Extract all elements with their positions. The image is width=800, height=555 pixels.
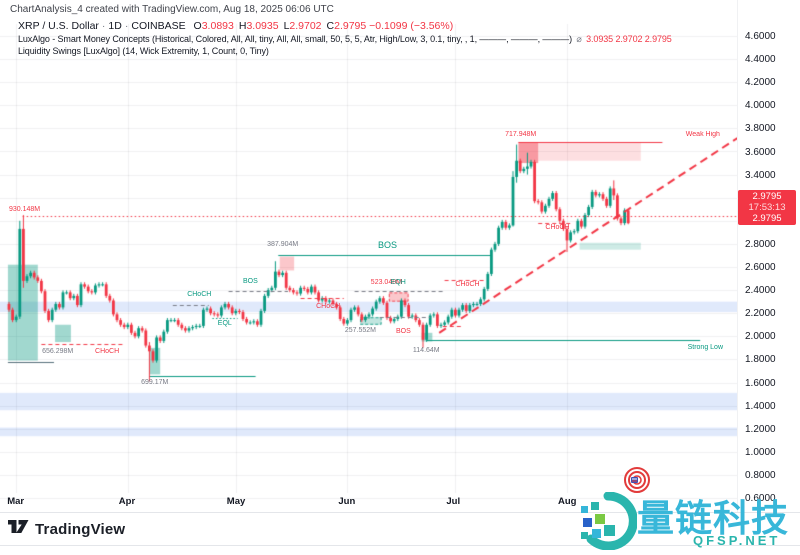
chart-label-strong-low: Strong Low: [687, 344, 724, 352]
price-axis-label: 2.6000: [745, 262, 776, 273]
price-axis-label: 0.8000: [745, 469, 776, 481]
change-value: −0.1099 (−3.56%): [369, 20, 454, 32]
indicator-row-liquidity[interactable]: Liquidity Swings [LuxAlgo] (14, Wick Ext…: [18, 45, 672, 58]
price-axis-label: 3.6000: [745, 146, 776, 158]
bar-countdown: 17:53:13: [748, 202, 786, 213]
chart-label-656-298m: 656.298M: [42, 347, 74, 355]
chart-label-717-948m: 717.948M: [505, 130, 537, 138]
qfsp-logo-icon: [579, 491, 638, 555]
time-axis-label-jun: Jun: [338, 496, 356, 507]
chart-label-bos: BOS: [243, 278, 258, 285]
site-watermark: 量链科技 QFSP.NET: [575, 462, 800, 551]
liquidity-indicator-label: Liquidity Swings [LuxAlgo] (14, Wick Ext…: [18, 46, 269, 56]
time-axis-label-aug: Aug: [558, 496, 577, 507]
price-axis-label: 4.4000: [745, 54, 776, 66]
chart-label-930-148m: 930.148M: [9, 206, 41, 214]
chart-creation-note: ChartAnalysis_4 created with TradingView…: [10, 4, 334, 15]
bottom-border-line: [0, 545, 800, 546]
price-axis-label: 3.8000: [745, 123, 776, 135]
time-axis-label-jul: Jul: [446, 496, 461, 507]
smc-indicator-label: LuxAlgo - Smart Money Concepts (Historic…: [18, 33, 572, 44]
current-price-tag: 2.9795 17:53:13 2.9795: [738, 190, 796, 225]
interval-label: 1D: [108, 20, 122, 32]
watermark-domain-text: QFSP.NET: [693, 533, 781, 548]
price-axis-label: 3.4000: [745, 169, 776, 181]
price-axis-label: 0.6000: [745, 493, 776, 504]
price-axis-label: 1.8000: [745, 354, 776, 366]
price-axis-label: 2.0000: [745, 331, 776, 343]
chart-label-choch: CHoCH: [545, 224, 570, 232]
time-axis[interactable]: Mar Apr May Jun Jul Aug: [0, 493, 737, 511]
chart-label-387-904m: 387.904M: [267, 241, 299, 249]
chart-label-choch: CHoCH: [95, 347, 120, 355]
price-axis-label: 1.4000: [745, 400, 776, 412]
price-axis-label: 2.8000: [745, 238, 776, 250]
price-axis-label: 4.6000: [745, 31, 776, 42]
chart-label-eqh: EQH: [390, 278, 406, 286]
price-axis-label: 1.0000: [745, 446, 776, 458]
separator-dot: ·: [101, 20, 106, 32]
chart-label-weak-high: Weak High: [685, 130, 720, 138]
chart-label-bos: BOS: [378, 240, 398, 251]
chart-label-523-048m: 523.048M: [370, 278, 402, 286]
tradingview-logo-icon: [8, 518, 29, 541]
watermark-chinese-text: 量链科技: [637, 498, 789, 539]
chart-label-eql: EQL: [217, 319, 232, 327]
indicator-price-value: 2.9795: [752, 191, 782, 202]
ohlc-key: H: [238, 20, 247, 32]
ohlc-key: L: [283, 20, 290, 32]
ohlc-value: 2.9702: [289, 20, 322, 32]
rings-icon: [620, 466, 654, 499]
ohlc-key: O: [193, 20, 202, 32]
price-axis-label: 1.2000: [745, 423, 776, 435]
ohlc-value: 2.9795: [334, 20, 367, 32]
hidden-marker-icon: ⌀: [576, 33, 582, 44]
legend-pane: XRP / U.S. Dollar · 1D · COINBASE O3.0893 H3.…: [18, 20, 672, 58]
tradingview-attribution[interactable]: TradingView: [8, 517, 125, 541]
chart-label-choch: CHoCH: [455, 281, 480, 289]
last-price-value: 2.9795: [752, 213, 782, 224]
price-axis-label: 2.4000: [745, 285, 776, 297]
time-axis-label-mar: Mar: [7, 496, 25, 507]
symbol-title: XRP / U.S. Dollar: [18, 20, 99, 32]
ohlc-values: O3.0893 H3.0935 L2.9702 C2.9795: [189, 20, 367, 32]
price-axis[interactable]: 4.6000 4.4000 4.2000 4.0000 3.8000 3.6000 3.40…: [737, 0, 800, 512]
chart-label-choch: CHoCH: [187, 291, 212, 299]
ohlc-value: 3.0893: [201, 20, 234, 32]
price-axis-label: 2.2000: [745, 308, 776, 320]
separator-dot: ·: [124, 20, 129, 32]
time-axis-label-may: May: [226, 496, 246, 507]
axis-separator-line: [0, 512, 800, 513]
smc-indicator-values: 3.0935 2.9702 2.9795: [586, 33, 672, 44]
price-axis-label: 4.2000: [745, 77, 776, 89]
chart-label-257-552m: 257.552M: [344, 327, 377, 335]
chart-label-bos: BOS: [396, 327, 411, 335]
indicator-row-smc[interactable]: LuxAlgo - Smart Money Concepts (Historic…: [18, 33, 672, 46]
chart-label-699-17m: 699.17M: [141, 378, 169, 386]
price-axis-label: 4.0000: [745, 100, 776, 112]
ohlc-key: C: [326, 20, 335, 32]
chart-label-choch: CHoCH: [316, 303, 341, 311]
price-axis-label: 1.6000: [745, 377, 776, 389]
exchange-label: COINBASE: [131, 20, 186, 32]
tradingview-brand-text: TradingView: [35, 520, 126, 538]
time-axis-label-apr: Apr: [118, 496, 136, 507]
chart-label-114-64m: 114.64M: [412, 347, 440, 355]
ohlc-value: 3.0935: [246, 20, 279, 32]
symbol-row[interactable]: XRP / U.S. Dollar · 1D · COINBASE O3.0893 H3.…: [18, 20, 672, 33]
